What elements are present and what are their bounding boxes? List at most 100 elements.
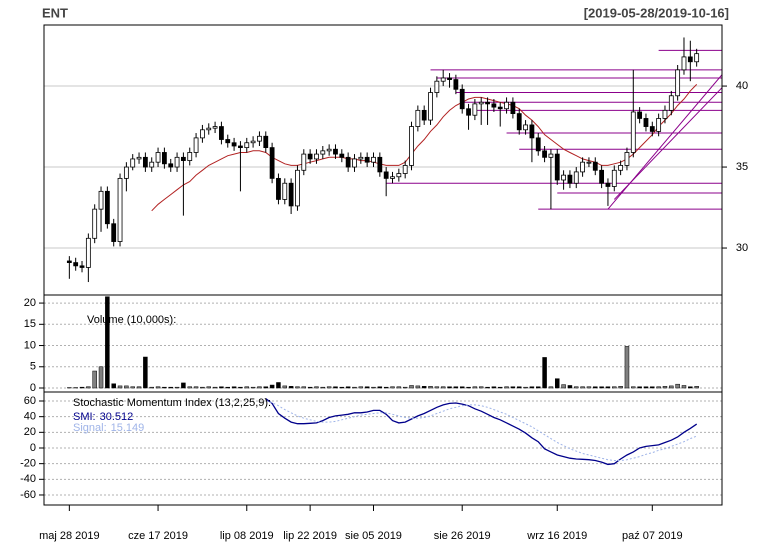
- volume-bar: [631, 386, 636, 389]
- y-tick-label: 40: [736, 80, 748, 92]
- volume-bar: [453, 386, 459, 389]
- candle-body: [637, 111, 643, 119]
- candle-body: [98, 190, 104, 210]
- candle-body: [624, 152, 630, 166]
- volume-bar: [326, 386, 332, 389]
- volume-bar: [314, 386, 319, 389]
- candle-body: [586, 161, 592, 164]
- candle-body: [187, 152, 193, 161]
- candle-body: [542, 150, 547, 158]
- candle-body: [212, 126, 218, 129]
- y-tick-label: 60: [24, 395, 36, 407]
- candle-body: [314, 153, 319, 160]
- candle-body: [225, 139, 231, 144]
- candle-body: [428, 92, 433, 121]
- moving-average: [151, 84, 698, 212]
- candle-body: [263, 135, 269, 149]
- candle-body: [453, 79, 459, 90]
- volume-bar: [555, 378, 560, 389]
- y-tick-label: 0: [30, 382, 36, 394]
- volume-bar: [548, 386, 554, 389]
- candle-body: [668, 95, 674, 111]
- candle-body: [687, 56, 693, 63]
- candle-body: [630, 111, 636, 153]
- candle-body: [485, 101, 490, 105]
- candle-body: [181, 156, 186, 161]
- candle-body: [694, 53, 700, 63]
- indicator-line: [265, 398, 698, 466]
- y-tick-label: 10: [24, 339, 36, 351]
- y-tick-label: 20: [24, 297, 36, 309]
- candle-body: [307, 153, 313, 160]
- volume-bar: [212, 386, 218, 389]
- volume-bar: [675, 383, 680, 389]
- candle-body: [529, 124, 535, 139]
- y-tick-label: 5: [30, 361, 36, 373]
- volume-bar: [618, 386, 623, 389]
- candle-body: [206, 127, 212, 131]
- candle-body: [491, 103, 497, 108]
- volume-bar: [143, 356, 148, 389]
- volume-bar: [434, 386, 440, 389]
- volume-bar: [181, 382, 186, 389]
- volume-bar: [301, 386, 307, 389]
- volume-bar: [307, 386, 313, 389]
- volume-bar: [428, 386, 433, 389]
- volume-bar: [288, 386, 294, 389]
- y-tick-label: 40: [24, 411, 36, 423]
- candle-body: [130, 158, 136, 168]
- volume-bar: [168, 386, 173, 389]
- candle-body: [643, 118, 649, 127]
- volume-bar: [396, 386, 402, 389]
- volume-bar: [136, 386, 142, 389]
- volume-bar: [605, 386, 611, 389]
- volume-bar: [187, 386, 192, 389]
- volume-bar: [542, 357, 547, 389]
- volume-bar: [504, 386, 509, 389]
- candle-body: [276, 177, 281, 200]
- candle-body: [282, 182, 288, 200]
- candle-body: [161, 152, 167, 165]
- candle-body: [497, 106, 503, 110]
- candle-body: [535, 137, 541, 152]
- candle-body: [516, 113, 522, 131]
- candle-body: [466, 108, 471, 116]
- candle-body: [409, 126, 414, 166]
- candle-body: [434, 80, 440, 93]
- candle-body: [440, 77, 446, 82]
- volume-bar: [162, 386, 167, 389]
- y-tick-label: 20: [24, 426, 36, 438]
- candle-body: [111, 223, 117, 242]
- candle-body: [371, 156, 376, 163]
- volume-bar: [681, 385, 687, 389]
- volume-bar: [415, 385, 421, 389]
- candle-body: [580, 161, 585, 173]
- volume-bar: [358, 386, 364, 389]
- volume-bar: [491, 386, 497, 389]
- volume-bar: [688, 386, 693, 389]
- x-tick-label: wrz 16 2019: [526, 530, 587, 542]
- candle-body: [510, 101, 516, 114]
- candle-body: [611, 169, 617, 187]
- volume-bar: [257, 386, 262, 389]
- volume-bar: [155, 386, 161, 389]
- volume-bar: [345, 386, 351, 389]
- volume-bar: [269, 384, 275, 389]
- candle-body: [472, 103, 478, 116]
- volume-bar: [383, 386, 389, 389]
- legend-name: Signal:: [73, 422, 107, 434]
- volume-bar: [535, 386, 541, 389]
- candle-body: [561, 174, 566, 181]
- volume-bar: [466, 386, 471, 389]
- volume-bar: [86, 386, 91, 389]
- candle-body: [339, 153, 345, 158]
- x-tick-label: maj 28 2019: [39, 530, 100, 542]
- indicator-line: [265, 400, 697, 461]
- candle-body: [301, 153, 307, 171]
- candle-body: [231, 142, 237, 147]
- volume-bar: [390, 386, 395, 389]
- volume-bar: [352, 386, 357, 389]
